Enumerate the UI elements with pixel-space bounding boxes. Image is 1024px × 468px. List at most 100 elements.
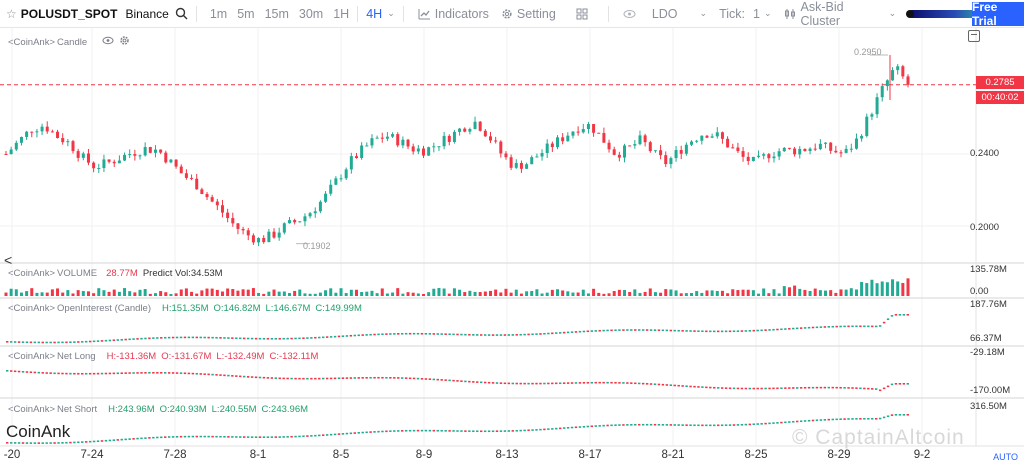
open-interest-point [21, 341, 25, 343]
chevron-left-icon[interactable]: < [4, 252, 13, 268]
net-short-point [124, 438, 127, 441]
open-interest-point [503, 334, 507, 336]
net-long-point [381, 376, 384, 379]
candle-body [421, 148, 425, 156]
candle-body [468, 129, 472, 132]
net-short-point [713, 424, 716, 427]
net-long-point [796, 387, 799, 389]
slider-handle-left[interactable] [906, 9, 915, 18]
open-interest-point [357, 334, 360, 337]
timeframe-4h[interactable]: 4H [366, 6, 383, 21]
cluster-selector[interactable]: Ask-Bid Cluster ⌄ [784, 0, 896, 28]
candle-body [272, 231, 276, 238]
layout-button[interactable] [576, 8, 588, 20]
volume-bar [14, 289, 18, 296]
net-long-point [112, 372, 116, 375]
open-interest-point [428, 333, 432, 335]
net-short-point [562, 427, 566, 429]
net-long-point [531, 382, 534, 385]
net-long-point [448, 379, 451, 382]
open-interest-point [851, 325, 854, 328]
net-short-point [456, 430, 459, 432]
net-short-point [480, 430, 483, 433]
setting-button[interactable]: Setting [501, 7, 556, 21]
candle-body [787, 147, 791, 149]
net-long-point [906, 383, 909, 385]
net-long-point [187, 372, 191, 375]
open-interest-point [385, 333, 388, 335]
net-short-point [495, 430, 499, 433]
ldo-selector[interactable]: LDO ⌄ [652, 7, 707, 21]
oi-axis-label: 66.37M [970, 333, 1002, 344]
net-short-axis-label: 316.50M [970, 401, 1007, 412]
volume-bar [427, 292, 431, 296]
open-interest-point [389, 333, 392, 335]
eye-icon[interactable] [102, 36, 114, 48]
candle-body [530, 157, 534, 165]
net-long-point [618, 382, 621, 384]
open-interest-point [839, 325, 842, 328]
tick-selector[interactable]: Tick: 1 ⌄ [719, 7, 771, 21]
timeframe-5m[interactable]: 5m [237, 6, 255, 21]
candle-body [602, 132, 606, 143]
net-short-point [215, 435, 218, 438]
auto-scale-toggle[interactable]: AUTO [993, 452, 1018, 462]
net-long-point [491, 382, 495, 384]
net-short-point [681, 424, 684, 426]
volume-bar [720, 290, 724, 296]
open-interest-point [614, 329, 617, 332]
chevron-down-icon[interactable]: ⌄ [387, 8, 395, 18]
net-long-open: O:-131.67M [161, 351, 212, 362]
net-short-point [894, 414, 898, 416]
eye-toggle[interactable] [623, 9, 636, 19]
candle-body [597, 132, 601, 134]
candle-body [499, 141, 503, 154]
net-short-pane-label: <CoinAnk> Net Short H:243.96M O:240.93M … [8, 404, 308, 415]
maximize-pane-icon[interactable] [968, 30, 980, 42]
net-short-point [13, 442, 17, 444]
chart-canvas[interactable] [0, 28, 1024, 468]
candle-body [715, 132, 719, 137]
timeframe-15m[interactable]: 15m [264, 6, 289, 21]
candle-body [839, 152, 843, 154]
net-short-point [377, 430, 380, 433]
candle-body [880, 86, 884, 98]
net-short-point [827, 418, 830, 421]
price-axis-label: 0.2000 [970, 222, 1000, 233]
free-trial-button[interactable]: Free Trial [972, 0, 1024, 28]
net-long-point [167, 372, 171, 374]
symbol-name[interactable]: POLUSDT_SPOT [20, 6, 118, 21]
volume-bar [690, 293, 694, 296]
net-short-open: O:240.93M [159, 404, 207, 415]
gear-icon[interactable] [119, 35, 130, 49]
net-long-point [45, 372, 48, 374]
candle-body [623, 145, 627, 158]
open-interest-point [373, 333, 376, 336]
net-short-point [764, 422, 767, 425]
indicators-button[interactable]: Indicators [418, 7, 489, 21]
candle-body [695, 140, 699, 142]
net-long-point [772, 387, 775, 390]
net-long-point [744, 387, 748, 390]
net-long-point [527, 382, 530, 385]
timeframe-1m[interactable]: 1m [209, 6, 228, 21]
net-long-point [144, 372, 147, 374]
net-long-point [559, 382, 562, 385]
net-short-point [136, 437, 139, 440]
net-long-point [720, 387, 724, 389]
open-interest-point [511, 334, 514, 336]
net-short-point [578, 426, 582, 428]
net-short-point [756, 423, 759, 425]
volume-bar [195, 293, 199, 296]
search-icon[interactable] [175, 7, 188, 20]
open-interest-point [369, 333, 372, 336]
net-short-high: H:243.96M [108, 404, 155, 415]
low-price-marker: 0.1902 [303, 241, 331, 251]
symbol-selector[interactable]: ☆ POLUSDT_SPOT Binance [0, 0, 188, 28]
candle-body [865, 116, 869, 136]
x-axis-label: 8-1 [249, 449, 267, 461]
net-short-point [92, 440, 96, 443]
star-icon[interactable]: ☆ [6, 6, 17, 21]
timeframe-1h[interactable]: 1H [333, 6, 350, 21]
timeframe-30m[interactable]: 30m [298, 6, 324, 21]
